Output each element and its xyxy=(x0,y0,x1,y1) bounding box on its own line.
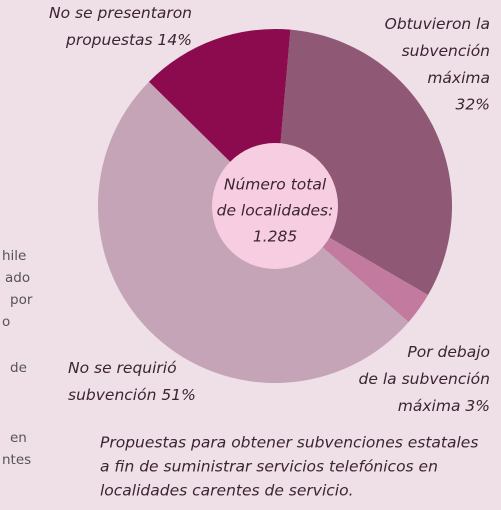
side-text: por xyxy=(10,292,33,308)
caption: localidades carentes de servicio. xyxy=(100,482,354,500)
value-label: 14% xyxy=(158,31,192,49)
side-text: ado xyxy=(5,270,30,286)
value-label: 32% xyxy=(456,96,490,114)
slice-label-text: máxima xyxy=(427,69,490,87)
side-text: o xyxy=(2,314,10,330)
center-total: 1.285 xyxy=(253,228,297,246)
slice-label-text: de la subvención xyxy=(359,370,490,388)
slice-label: Por debajo xyxy=(407,343,490,361)
center-disc xyxy=(212,143,338,269)
slice-label-text: No se presentaron xyxy=(49,4,192,22)
center-label: Número total xyxy=(224,176,327,194)
side-text: de xyxy=(10,360,27,376)
slice-label: Obtuvieron la xyxy=(385,15,490,33)
side-text: hile xyxy=(2,248,26,264)
slice-label: subvención xyxy=(402,42,490,60)
slice-label: No se requirió xyxy=(68,359,177,377)
slice-label-text: propuestas xyxy=(65,31,153,49)
side-text: ntes xyxy=(2,452,31,468)
side-text: en xyxy=(10,430,27,446)
slice-label: No se presentaron xyxy=(49,4,192,22)
slice-label-text: Por debajo xyxy=(407,343,490,361)
slice-label: máxima xyxy=(427,69,490,87)
slice-label-text: subvención xyxy=(402,42,490,60)
slice-label-text: No se requirió xyxy=(68,359,177,377)
slice-label-text: máxima xyxy=(398,397,461,415)
slice-label: subvención 51% xyxy=(68,386,196,404)
slice-label: máxima 3% xyxy=(398,397,490,415)
center-label: de localidades: xyxy=(217,202,334,220)
slice-label-text: subvención xyxy=(68,386,156,404)
caption: Propuestas para obtener subvenciones est… xyxy=(100,434,478,452)
caption: a fin de suministrar servicios telefónic… xyxy=(100,458,438,476)
value-label: 51% xyxy=(161,386,195,404)
value-label: 3% xyxy=(465,397,490,415)
slice-label: propuestas 14% xyxy=(65,31,192,49)
slice-label-text: Obtuvieron la xyxy=(385,15,490,33)
slice-label: de la subvención xyxy=(359,370,490,388)
